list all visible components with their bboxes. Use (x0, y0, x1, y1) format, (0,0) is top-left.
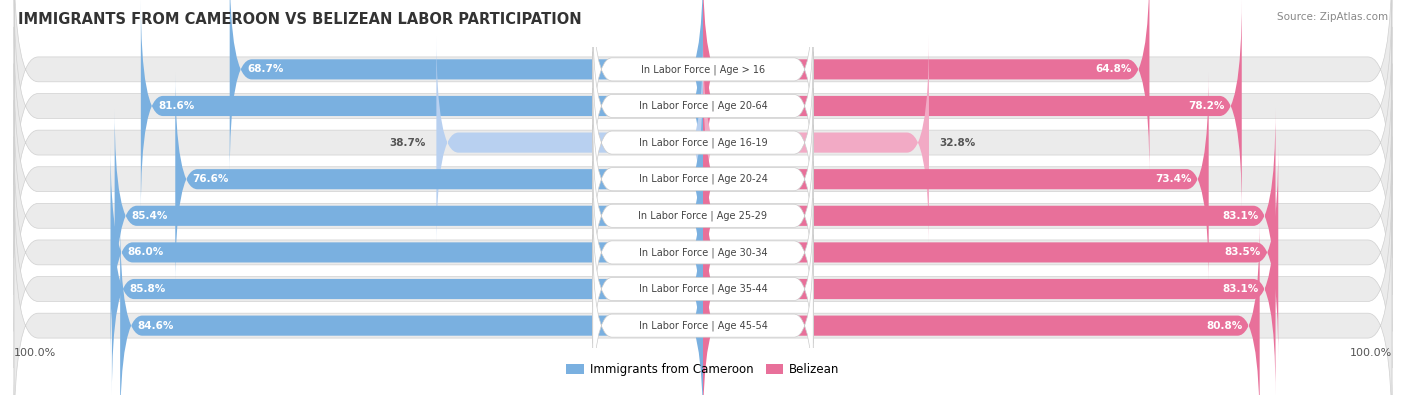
FancyBboxPatch shape (14, 100, 1392, 331)
FancyBboxPatch shape (703, 72, 1209, 286)
Text: 76.6%: 76.6% (193, 174, 229, 184)
FancyBboxPatch shape (176, 72, 703, 286)
FancyBboxPatch shape (593, 162, 813, 343)
Text: Source: ZipAtlas.com: Source: ZipAtlas.com (1277, 12, 1388, 22)
Text: In Labor Force | Age 20-64: In Labor Force | Age 20-64 (638, 101, 768, 111)
Text: 100.0%: 100.0% (1350, 348, 1392, 358)
FancyBboxPatch shape (703, 0, 1150, 177)
FancyBboxPatch shape (593, 235, 813, 395)
Text: 84.6%: 84.6% (138, 321, 174, 331)
FancyBboxPatch shape (703, 218, 1260, 395)
FancyBboxPatch shape (703, 36, 929, 250)
FancyBboxPatch shape (593, 125, 813, 307)
FancyBboxPatch shape (593, 198, 813, 380)
Legend: Immigrants from Cameroon, Belizean: Immigrants from Cameroon, Belizean (562, 358, 844, 381)
FancyBboxPatch shape (112, 182, 703, 395)
FancyBboxPatch shape (593, 52, 813, 233)
Text: 68.7%: 68.7% (247, 64, 283, 74)
FancyBboxPatch shape (14, 27, 1392, 258)
FancyBboxPatch shape (120, 218, 703, 395)
Text: 73.4%: 73.4% (1154, 174, 1191, 184)
FancyBboxPatch shape (593, 88, 813, 270)
Text: In Labor Force | Age 35-44: In Labor Force | Age 35-44 (638, 284, 768, 294)
Text: In Labor Force | Age 16-19: In Labor Force | Age 16-19 (638, 137, 768, 148)
FancyBboxPatch shape (111, 145, 703, 359)
Text: In Labor Force | Age 20-24: In Labor Force | Age 20-24 (638, 174, 768, 184)
Text: 85.4%: 85.4% (132, 211, 169, 221)
Text: 64.8%: 64.8% (1095, 64, 1132, 74)
FancyBboxPatch shape (141, 0, 703, 213)
FancyBboxPatch shape (593, 15, 813, 197)
Text: 100.0%: 100.0% (14, 348, 56, 358)
FancyBboxPatch shape (14, 0, 1392, 185)
Text: 83.5%: 83.5% (1225, 247, 1261, 258)
Text: 78.2%: 78.2% (1188, 101, 1225, 111)
FancyBboxPatch shape (14, 210, 1392, 395)
FancyBboxPatch shape (14, 137, 1392, 368)
Text: 81.6%: 81.6% (157, 101, 194, 111)
FancyBboxPatch shape (703, 182, 1275, 395)
Text: 32.8%: 32.8% (939, 137, 976, 148)
FancyBboxPatch shape (593, 0, 813, 160)
Text: 80.8%: 80.8% (1206, 321, 1243, 331)
Text: 86.0%: 86.0% (128, 247, 165, 258)
FancyBboxPatch shape (436, 36, 703, 250)
Text: 38.7%: 38.7% (389, 137, 426, 148)
Text: In Labor Force | Age 45-54: In Labor Force | Age 45-54 (638, 320, 768, 331)
Text: 83.1%: 83.1% (1222, 284, 1258, 294)
FancyBboxPatch shape (14, 64, 1392, 295)
Text: 83.1%: 83.1% (1222, 211, 1258, 221)
Text: In Labor Force | Age > 16: In Labor Force | Age > 16 (641, 64, 765, 75)
Text: In Labor Force | Age 25-29: In Labor Force | Age 25-29 (638, 211, 768, 221)
FancyBboxPatch shape (703, 0, 1241, 213)
FancyBboxPatch shape (115, 109, 703, 323)
FancyBboxPatch shape (14, 173, 1392, 395)
FancyBboxPatch shape (703, 109, 1275, 323)
FancyBboxPatch shape (14, 0, 1392, 222)
Text: IMMIGRANTS FROM CAMEROON VS BELIZEAN LABOR PARTICIPATION: IMMIGRANTS FROM CAMEROON VS BELIZEAN LAB… (18, 12, 582, 27)
Text: In Labor Force | Age 30-34: In Labor Force | Age 30-34 (638, 247, 768, 258)
Text: 85.8%: 85.8% (129, 284, 166, 294)
FancyBboxPatch shape (229, 0, 703, 177)
FancyBboxPatch shape (703, 145, 1278, 359)
